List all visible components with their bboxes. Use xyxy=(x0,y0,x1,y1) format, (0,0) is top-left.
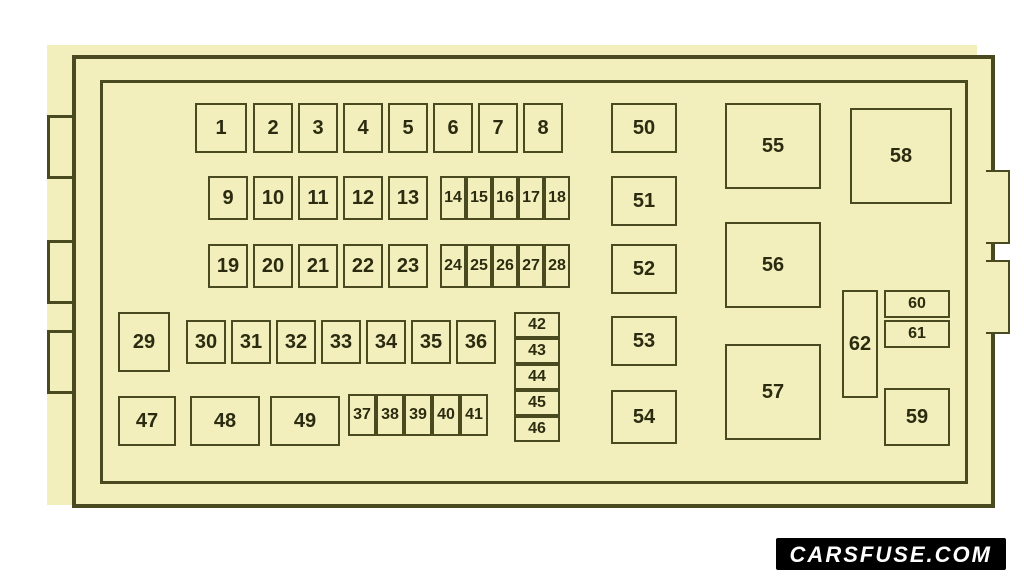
fuse-slot-57: 57 xyxy=(725,344,821,440)
fuse-slot-15: 15 xyxy=(466,176,492,220)
fuse-slot-52: 52 xyxy=(611,244,677,294)
fuse-slot-31: 31 xyxy=(231,320,271,364)
fuse-slot-5: 5 xyxy=(388,103,428,153)
fuse-slot-23: 23 xyxy=(388,244,428,288)
fuse-slot-33: 33 xyxy=(321,320,361,364)
fuse-slot-54: 54 xyxy=(611,390,677,444)
fuse-slot-34: 34 xyxy=(366,320,406,364)
fuse-slot-44: 44 xyxy=(514,364,560,390)
fuse-slot-17: 17 xyxy=(518,176,544,220)
fuse-slot-48: 48 xyxy=(190,396,260,446)
fuse-slot-20: 20 xyxy=(253,244,293,288)
fuse-slot-55: 55 xyxy=(725,103,821,189)
fuse-slot-38: 38 xyxy=(376,394,404,436)
fuse-slot-58: 58 xyxy=(850,108,952,204)
fuse-slot-1: 1 xyxy=(195,103,247,153)
fuse-slot-6: 6 xyxy=(433,103,473,153)
fuse-slot-25: 25 xyxy=(466,244,492,288)
fuse-slot-61: 61 xyxy=(884,320,950,348)
fuse-slot-3: 3 xyxy=(298,103,338,153)
fuse-slot-35: 35 xyxy=(411,320,451,364)
fuse-slot-4: 4 xyxy=(343,103,383,153)
fuse-slot-7: 7 xyxy=(478,103,518,153)
fuse-slot-47: 47 xyxy=(118,396,176,446)
fuse-slot-14: 14 xyxy=(440,176,466,220)
fuse-slot-39: 39 xyxy=(404,394,432,436)
fuse-slot-62: 62 xyxy=(842,290,878,398)
fuse-slot-9: 9 xyxy=(208,176,248,220)
fuse-slot-41: 41 xyxy=(460,394,488,436)
fuse-slot-30: 30 xyxy=(186,320,226,364)
fuse-slot-49: 49 xyxy=(270,396,340,446)
fuse-slot-40: 40 xyxy=(432,394,460,436)
stage: { "canvas": {"w":1024,"h":576}, "backgro… xyxy=(0,0,1024,576)
fuse-slot-56: 56 xyxy=(725,222,821,308)
fuse-slot-18: 18 xyxy=(544,176,570,220)
fuse-slot-16: 16 xyxy=(492,176,518,220)
cells-layer: 1234567891011121314151617181920212223242… xyxy=(0,0,1024,576)
fuse-slot-19: 19 xyxy=(208,244,248,288)
fuse-slot-36: 36 xyxy=(456,320,496,364)
fuse-slot-50: 50 xyxy=(611,103,677,153)
fuse-slot-32: 32 xyxy=(276,320,316,364)
fuse-slot-27: 27 xyxy=(518,244,544,288)
fuse-slot-13: 13 xyxy=(388,176,428,220)
fuse-slot-11: 11 xyxy=(298,176,338,220)
fuse-slot-45: 45 xyxy=(514,390,560,416)
fuse-slot-42: 42 xyxy=(514,312,560,338)
fuse-slot-37: 37 xyxy=(348,394,376,436)
fuse-slot-46: 46 xyxy=(514,416,560,442)
fuse-slot-24: 24 xyxy=(440,244,466,288)
fuse-slot-10: 10 xyxy=(253,176,293,220)
watermark: CARSFUSE.COM xyxy=(776,538,1006,570)
fuse-slot-60: 60 xyxy=(884,290,950,318)
fuse-slot-21: 21 xyxy=(298,244,338,288)
fuse-slot-59: 59 xyxy=(884,388,950,446)
fuse-slot-28: 28 xyxy=(544,244,570,288)
fuse-slot-22: 22 xyxy=(343,244,383,288)
fuse-slot-29: 29 xyxy=(118,312,170,372)
fuse-slot-43: 43 xyxy=(514,338,560,364)
fuse-slot-53: 53 xyxy=(611,316,677,366)
fuse-slot-51: 51 xyxy=(611,176,677,226)
fuse-slot-2: 2 xyxy=(253,103,293,153)
fuse-slot-12: 12 xyxy=(343,176,383,220)
fuse-slot-8: 8 xyxy=(523,103,563,153)
fuse-slot-26: 26 xyxy=(492,244,518,288)
